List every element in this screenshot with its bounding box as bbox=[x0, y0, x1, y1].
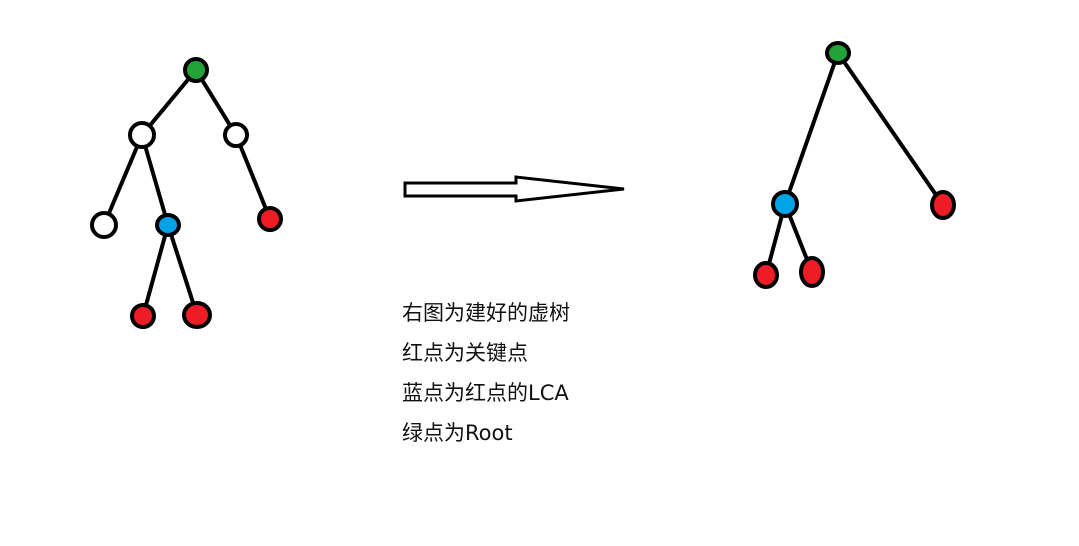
edge-b-e bbox=[140, 134, 170, 226]
transform-arrow bbox=[403, 175, 625, 203]
plain-node bbox=[128, 121, 156, 149]
edge-a-f bbox=[836, 51, 945, 207]
key-node bbox=[130, 303, 156, 329]
root-node bbox=[825, 41, 851, 65]
legend-line-virtual-tree: 右图为建好的虚树 bbox=[402, 301, 570, 325]
arrow-shape bbox=[403, 175, 625, 203]
key-node bbox=[182, 301, 212, 329]
key-node bbox=[930, 190, 956, 220]
edge-e-h bbox=[166, 224, 199, 316]
edge-c-f bbox=[234, 134, 272, 220]
legend-line-root-node: 绿点为Root bbox=[402, 421, 513, 445]
key-node bbox=[257, 206, 283, 232]
plain-node bbox=[90, 211, 118, 239]
edge-a-b bbox=[140, 68, 198, 137]
root-node bbox=[183, 57, 209, 83]
original-tree bbox=[90, 57, 283, 329]
lca-node bbox=[155, 213, 181, 237]
edge-b-d bbox=[102, 134, 144, 226]
legend-text: 右图为建好的虚树 红点为关键点 蓝点为红点的LCA 绿点为Root bbox=[402, 293, 570, 453]
plain-node bbox=[223, 122, 249, 148]
edge-a-e bbox=[783, 52, 840, 205]
lca-node bbox=[771, 190, 799, 218]
edge-e-g bbox=[141, 224, 170, 317]
key-node bbox=[799, 256, 825, 288]
legend-line-lca-nodes: 蓝点为红点的LCA bbox=[402, 381, 569, 405]
virtual-tree bbox=[753, 41, 956, 289]
legend-line-key-nodes: 红点为关键点 bbox=[402, 341, 528, 365]
key-node bbox=[753, 261, 779, 289]
